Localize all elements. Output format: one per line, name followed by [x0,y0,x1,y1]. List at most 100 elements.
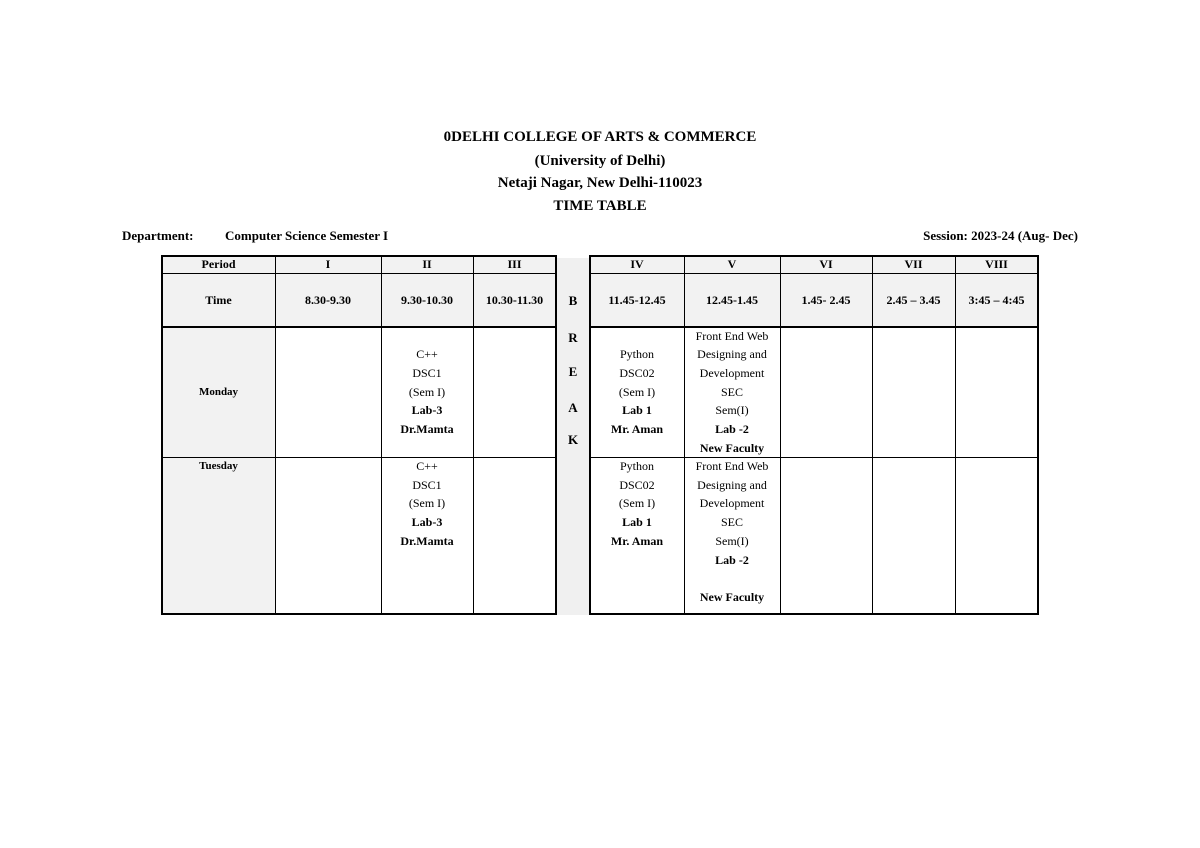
timetable-cell [955,327,1038,457]
timetable-cell [872,457,955,614]
timetable-cell [955,457,1038,614]
time-slot: 9.30-10.30 [381,273,473,327]
timetable-cell [780,327,872,457]
class-detail: (Sem I) [408,496,446,511]
day-tuesday: Tuesday [162,457,275,614]
timetable-cell: Front End Web Designing and Development SEC… [684,327,780,457]
class-detail: Development [699,365,765,380]
grid-line [871,256,873,614]
grid-line [162,255,556,257]
class-detail [731,569,734,588]
grid-line [162,272,556,274]
class-detail: Lab 1 [622,515,652,530]
timetable-cell: Front End Web Designing and Development SEC… [684,457,780,614]
grid-line [472,256,474,614]
time-slot: 3:45 – 4:45 [955,273,1038,327]
session-label: Session: 2023-24 (Aug- Dec) [923,228,1078,243]
class-detail: DSC1 [412,477,442,492]
class-detail: (Sem I) [618,496,656,511]
class-detail: New Faculty [699,589,765,604]
class-detail: C++ [416,459,438,473]
class-detail: Sem(I) [715,533,749,548]
timetable-cell [275,457,381,614]
grid-line [1037,255,1039,615]
grid-line [162,613,556,615]
class-detail: Front End Web [695,459,769,473]
grid-line [162,326,556,328]
class-detail: SEC [720,515,743,530]
time-slot: 8.30-9.30 [275,273,381,327]
timetable-cell: Python DSC02 (Sem I) Lab 1 Mr. Aman [590,327,684,457]
class-detail: DSC02 [619,477,655,492]
time-header: Time [162,273,275,327]
class-detail: Designing and [697,477,767,492]
grid-line [590,272,1038,274]
class-detail: DSC1 [412,365,442,380]
college-address: Netaji Nagar, New Delhi-110023 [497,175,703,191]
time-slot: 1.45- 2.45 [780,273,872,327]
class-detail: Python [619,459,654,473]
timetable-cell [473,457,556,614]
class-detail: DSC02 [619,365,655,380]
time-slot: 12.45-1.45 [684,273,780,327]
class-detail: Python [619,347,654,362]
grid-line [590,613,1038,615]
period-viii: VIII [955,256,1038,273]
class-detail: Designing and [697,347,767,362]
class-detail: Mr. Aman [610,422,664,437]
class-detail: Sem(I) [715,403,749,418]
class-detail: Lab -2 [715,422,749,437]
grid-line [590,255,1038,257]
class-detail: Dr.Mamta [400,422,454,437]
class-detail: (Sem I) [408,384,446,399]
department-value: Computer Science Semester I [225,228,389,243]
class-detail: SEC [720,384,743,399]
period-i: I [275,256,381,273]
period-v: V [684,256,780,273]
break-letter: E [568,364,578,379]
grid-line [555,255,557,615]
timetable-cell [780,457,872,614]
class-detail: Development [699,496,765,511]
grid-line [590,456,1038,458]
university-name: (University of Delhi) [534,153,666,169]
grid-line [590,326,1038,328]
grid-line [779,256,781,614]
class-detail: Lab-3 [411,515,443,530]
period-vi: VI [780,256,872,273]
time-slot: 2.45 – 3.45 [872,273,955,327]
break-letter: R [568,330,578,345]
time-slot: 11.45-12.45 [590,273,684,327]
grid-line [954,256,956,614]
class-detail: Lab -2 [715,552,749,567]
timetable-cell [872,327,955,457]
day-label: Tuesday [199,460,238,472]
grid-line [161,255,163,615]
class-detail: Lab 1 [622,403,652,418]
period-iv: IV [590,256,684,273]
grid-line [162,456,556,458]
day-monday: Monday [162,327,275,457]
day-label: Monday [198,385,239,398]
period-header: Period [162,256,275,273]
timetable-cell: Python DSC02 (Sem I) Lab 1 Mr. Aman [590,457,684,614]
break-letter: B [568,293,578,308]
college-name: 0DELHI COLLEGE OF ARTS & COMMERCE [443,129,757,145]
class-detail: New Faculty [699,440,765,455]
class-detail: Dr.Mamta [400,533,454,548]
grid-line [589,255,591,615]
break-column [556,258,590,615]
period-vii: VII [872,256,955,273]
class-detail: Front End Web [695,328,769,343]
class-detail: Lab-3 [411,403,443,418]
timetable-cell: C++ DSC1 (Sem I) Lab-3 Dr.Mamta [381,457,473,614]
department-label: Department: [122,228,194,243]
document-title: TIME TABLE [553,198,647,214]
grid-line [683,256,685,614]
break-letter: A [568,400,578,415]
grid-line [274,256,276,614]
break-letter: K [567,432,579,447]
timetable-cell: C++ DSC1 (Sem I) Lab-3 Dr.Mamta [381,327,473,457]
time-slot: 10.30-11.30 [473,273,556,327]
